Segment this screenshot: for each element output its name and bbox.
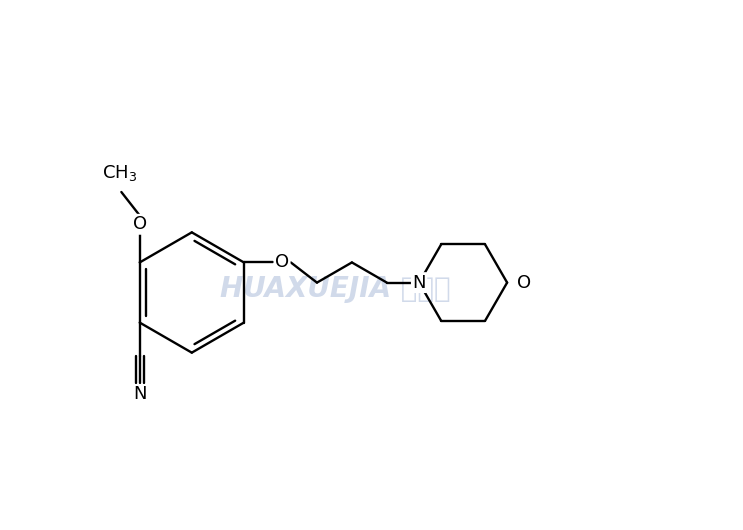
Text: O: O xyxy=(275,253,289,271)
Text: O: O xyxy=(517,273,531,292)
Text: HUAXUEJIA 化学加: HUAXUEJIA 化学加 xyxy=(219,275,450,303)
Text: N: N xyxy=(412,273,426,292)
Text: CH$_3$: CH$_3$ xyxy=(103,163,137,183)
Text: N: N xyxy=(133,385,146,403)
Text: O: O xyxy=(133,215,147,233)
